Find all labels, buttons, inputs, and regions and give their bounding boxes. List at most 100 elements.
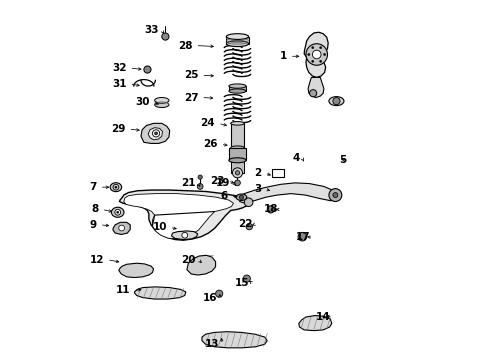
Circle shape — [216, 290, 223, 297]
Ellipse shape — [231, 146, 245, 149]
Circle shape — [113, 184, 119, 190]
Text: 19: 19 — [216, 178, 231, 188]
Circle shape — [312, 46, 314, 49]
Text: 4: 4 — [292, 153, 299, 163]
Polygon shape — [229, 148, 246, 160]
Circle shape — [333, 98, 340, 105]
Text: 9: 9 — [90, 220, 97, 230]
Text: 23: 23 — [210, 176, 225, 186]
Ellipse shape — [111, 207, 124, 217]
Circle shape — [310, 90, 317, 97]
Circle shape — [198, 175, 202, 179]
Text: 2: 2 — [255, 168, 262, 178]
Circle shape — [152, 130, 160, 137]
Text: 18: 18 — [264, 204, 278, 215]
Circle shape — [319, 60, 322, 62]
Polygon shape — [231, 123, 245, 148]
Polygon shape — [226, 37, 248, 44]
Polygon shape — [187, 255, 216, 275]
Circle shape — [115, 186, 117, 188]
Text: 12: 12 — [90, 255, 104, 265]
Polygon shape — [120, 190, 248, 240]
Text: 28: 28 — [178, 41, 193, 50]
Ellipse shape — [226, 34, 248, 40]
Circle shape — [235, 171, 240, 175]
Circle shape — [329, 189, 342, 202]
Circle shape — [243, 275, 250, 282]
Text: 13: 13 — [204, 339, 219, 349]
Text: 30: 30 — [135, 97, 149, 107]
Ellipse shape — [155, 102, 169, 108]
Text: 17: 17 — [295, 232, 310, 242]
Text: 3: 3 — [255, 184, 262, 194]
Text: 32: 32 — [112, 63, 126, 73]
Ellipse shape — [329, 96, 344, 105]
Circle shape — [232, 168, 243, 178]
Text: 7: 7 — [90, 182, 97, 192]
Polygon shape — [124, 194, 234, 239]
Text: 29: 29 — [111, 124, 125, 134]
Ellipse shape — [229, 84, 246, 88]
Ellipse shape — [226, 41, 248, 46]
Polygon shape — [135, 287, 186, 299]
Text: 5: 5 — [339, 155, 346, 165]
Circle shape — [182, 232, 188, 238]
Circle shape — [144, 66, 151, 73]
Polygon shape — [304, 32, 328, 77]
Text: 22: 22 — [239, 219, 253, 229]
Polygon shape — [119, 263, 153, 278]
Text: 21: 21 — [181, 178, 196, 188]
Ellipse shape — [155, 98, 169, 103]
Polygon shape — [229, 86, 246, 91]
Polygon shape — [202, 332, 267, 348]
Text: 20: 20 — [181, 255, 196, 265]
Polygon shape — [148, 128, 163, 140]
Text: 25: 25 — [184, 70, 198, 80]
Circle shape — [162, 33, 169, 40]
Circle shape — [267, 206, 274, 213]
Polygon shape — [141, 123, 170, 143]
Circle shape — [155, 132, 157, 135]
Circle shape — [306, 44, 327, 65]
Circle shape — [245, 198, 253, 207]
Circle shape — [115, 210, 121, 215]
Circle shape — [319, 46, 322, 49]
Text: 24: 24 — [200, 118, 215, 128]
Circle shape — [298, 232, 307, 241]
Polygon shape — [172, 231, 197, 239]
Polygon shape — [240, 183, 338, 203]
Ellipse shape — [110, 183, 122, 192]
Circle shape — [333, 193, 338, 198]
Circle shape — [197, 184, 203, 189]
Text: 31: 31 — [112, 79, 126, 89]
Text: 27: 27 — [184, 93, 198, 103]
Text: 11: 11 — [116, 285, 130, 296]
Ellipse shape — [236, 194, 247, 201]
Circle shape — [117, 211, 119, 213]
Polygon shape — [231, 159, 244, 173]
Text: 26: 26 — [203, 139, 218, 149]
Circle shape — [323, 53, 326, 55]
Circle shape — [308, 53, 310, 55]
Text: 1: 1 — [280, 51, 287, 61]
Ellipse shape — [231, 122, 245, 125]
Circle shape — [246, 224, 252, 230]
Text: 14: 14 — [316, 312, 330, 322]
Circle shape — [239, 195, 244, 199]
Circle shape — [119, 225, 124, 231]
Text: 6: 6 — [220, 191, 228, 201]
Text: 8: 8 — [92, 204, 98, 215]
Polygon shape — [299, 316, 332, 330]
Text: 15: 15 — [235, 278, 249, 288]
Polygon shape — [308, 77, 324, 98]
Circle shape — [313, 50, 321, 59]
Text: 16: 16 — [202, 293, 217, 303]
Ellipse shape — [229, 89, 246, 93]
Text: 33: 33 — [145, 25, 159, 35]
Circle shape — [312, 60, 314, 62]
Ellipse shape — [229, 158, 246, 163]
Circle shape — [235, 180, 240, 186]
Text: 10: 10 — [152, 222, 167, 232]
Polygon shape — [272, 169, 285, 177]
Polygon shape — [113, 222, 130, 234]
